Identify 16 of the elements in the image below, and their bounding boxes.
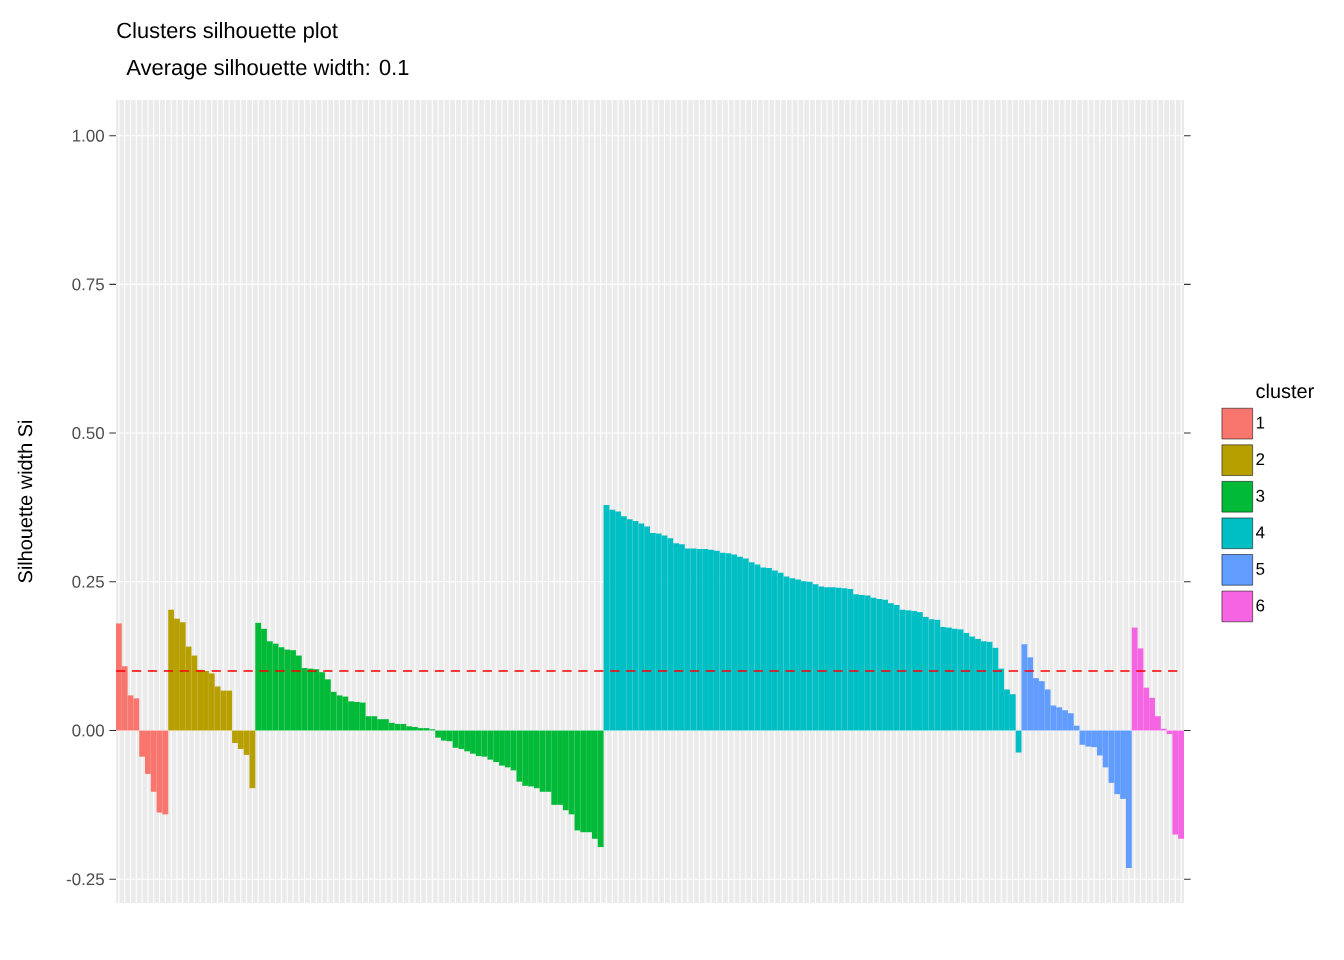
legend-label: 2 [1256,453,1265,466]
legend-title: cluster [1256,383,1314,399]
legend-label: 5 [1256,563,1265,575]
y-tick-label: 1.00 [72,129,104,142]
legend-label: 6 [1256,599,1265,612]
y-tick-label: -0.25 [66,873,104,886]
legend-label: 3 [1256,489,1265,502]
chart-title: Clusters silhouette plot [117,22,338,43]
y-axis-title: Silhouette width Si [17,420,33,583]
y-tick-label: 0.25 [72,575,104,588]
y-tick-label: 0.75 [72,278,104,291]
chart-subtitle: Average silhouette width: 0.1 [126,59,409,80]
y-tick-label: 0.50 [72,427,104,440]
y-tick-label: 0.00 [72,724,104,737]
legend-label: 1 [1256,416,1265,429]
legend-label: 4 [1255,526,1265,539]
